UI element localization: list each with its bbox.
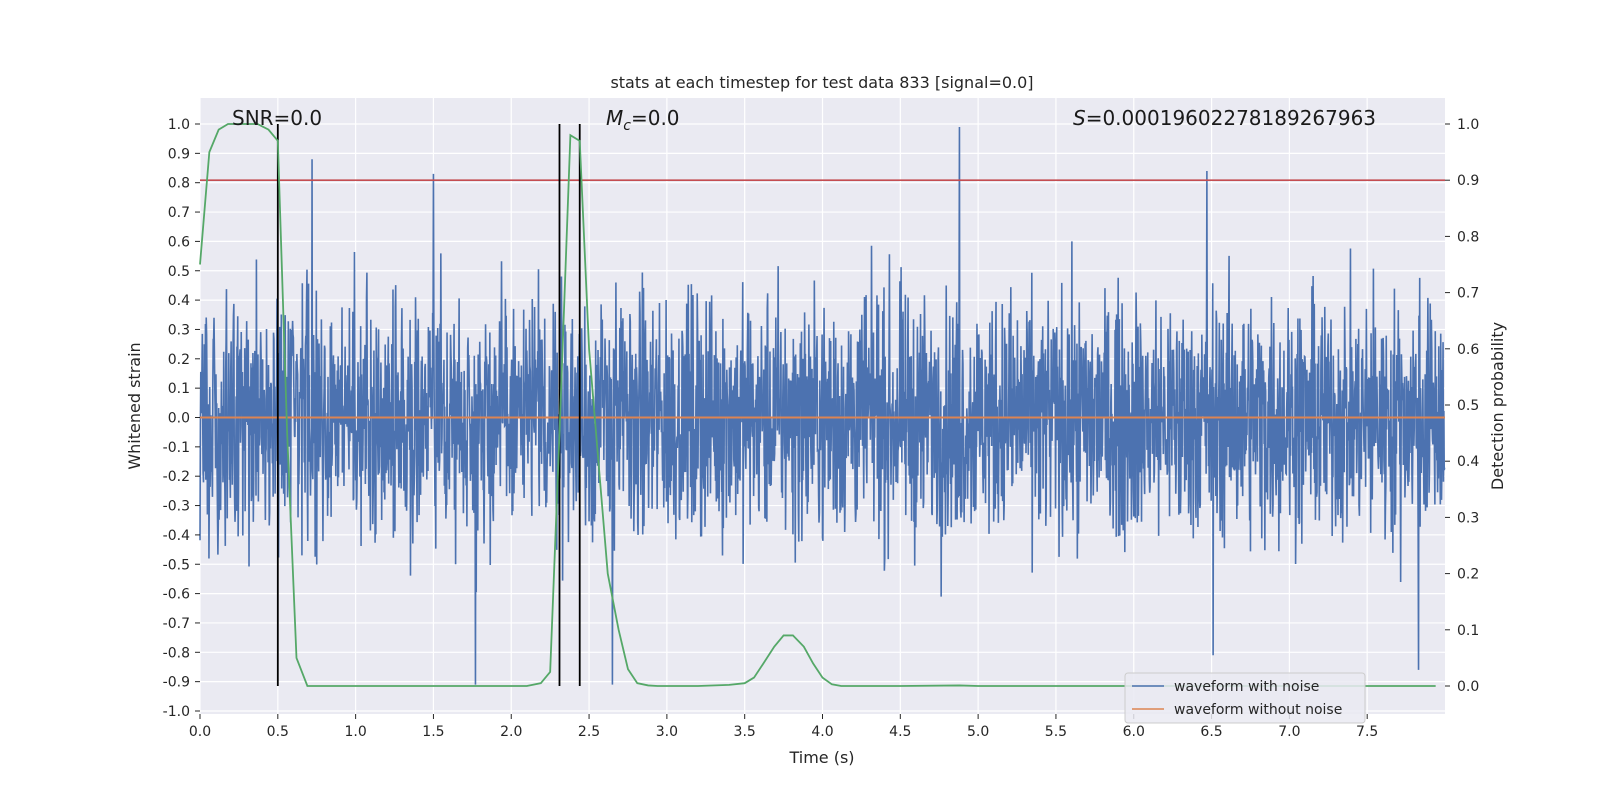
- x-tick-label: 5.5: [1045, 724, 1067, 740]
- y-left-tick-label: -0.7: [163, 616, 190, 632]
- y-left-tick-label: -0.2: [163, 469, 190, 485]
- x-tick-label: 0.5: [267, 724, 289, 740]
- x-tick-label: 2.0: [500, 724, 522, 740]
- y-left-tick-label: -0.1: [163, 440, 190, 456]
- x-tick-label: 4.5: [889, 724, 911, 740]
- mc-symbol: M: [606, 106, 623, 130]
- y-left-tick-label: -0.3: [163, 499, 190, 515]
- y-left-tick-label: 0.3: [168, 322, 190, 338]
- y-right-tick-label: 0.9: [1457, 173, 1479, 189]
- x-tick-label: 4.0: [811, 724, 833, 740]
- x-tick-label: 1.5: [422, 724, 444, 740]
- mc-subscript: c: [623, 118, 631, 134]
- y-right-tick-label: 0.6: [1457, 342, 1479, 358]
- x-axis-ticks: 0.0 0.5 1.0 1.5 2.0 2.5 3.0 3.5 4.0 4.5 5.0 5.5 6.0 6…: [189, 714, 1378, 740]
- y-left-tick-label: 0.1: [168, 381, 190, 397]
- y-right-tick-label: 0.1: [1457, 623, 1479, 639]
- y-axis-right-label: Detection probability: [1488, 322, 1507, 490]
- y-left-tick-label: -0.4: [163, 528, 190, 544]
- y-left-tick-label: -0.9: [163, 675, 190, 691]
- x-tick-label: 5.0: [967, 724, 989, 740]
- x-axis-label: Time (s): [788, 748, 854, 767]
- y-left-tick-label: 0.2: [168, 352, 190, 368]
- y-left-tick-label: 0.9: [168, 146, 190, 162]
- y-right-tick-label: 0.8: [1457, 229, 1479, 245]
- s-value: =0.00019602278189267963: [1086, 106, 1376, 130]
- mc-value: =0.0: [631, 106, 680, 130]
- x-tick-label: 2.5: [578, 724, 600, 740]
- x-tick-label: 0.0: [189, 724, 211, 740]
- y-left-tick-label: 0.5: [168, 264, 190, 280]
- y-right-tick-label: 0.7: [1457, 286, 1479, 302]
- x-tick-label: 6.5: [1200, 724, 1222, 740]
- y-left-tick-label: 0.0: [168, 411, 190, 427]
- y-right-tick-label: 0.0: [1457, 679, 1479, 695]
- x-tick-label: 1.0: [344, 724, 366, 740]
- chart-title: stats at each timestep for test data 833…: [610, 73, 1033, 92]
- y-right-tick-label: 0.5: [1457, 398, 1479, 414]
- vertical-markers: [276, 124, 581, 686]
- legend-label-clean: waveform without noise: [1174, 702, 1342, 718]
- series-detection-probability: [199, 123, 1436, 687]
- legend: waveform with noise waveform without noi…: [1124, 672, 1366, 724]
- mc-annotation: Mc=0.0: [606, 106, 680, 134]
- x-tick-label: 6.0: [1123, 724, 1145, 740]
- y-axis-left-ticks: -1.0 -0.9 -0.8 -0.7 -0.6 -0.5 -0.4 -0.3 -0.2 -0.1…: [163, 117, 200, 720]
- s-annotation: S=0.00019602278189267963: [1073, 106, 1376, 130]
- y-left-tick-label: 0.6: [168, 234, 190, 250]
- legend-box: [1124, 672, 1366, 724]
- x-tick-label: 7.0: [1278, 724, 1300, 740]
- y-left-tick-label: -1.0: [163, 704, 190, 720]
- legend-label-noise: waveform with noise: [1174, 679, 1319, 695]
- s-symbol: S: [1073, 106, 1086, 130]
- x-tick-label: 3.0: [656, 724, 678, 740]
- y-right-tick-label: 1.0: [1457, 117, 1479, 133]
- y-left-tick-label: 0.7: [168, 205, 190, 221]
- y-axis-left-label: Whitened strain: [125, 342, 144, 469]
- y-left-tick-label: 1.0: [168, 117, 190, 133]
- y-axis-right-ticks: 0.0 0.1 0.2 0.3 0.4 0.5 0.6 0.7 0.8 0.9 1.0: [1445, 117, 1479, 695]
- noise-waveform-path: [199, 126, 1446, 685]
- snr-annotation: SNR=0.0: [232, 106, 322, 130]
- probability-curve-path: [199, 123, 1436, 687]
- x-tick-label: 7.5: [1356, 724, 1378, 740]
- x-tick-label: 3.5: [734, 724, 756, 740]
- y-left-tick-label: 0.8: [168, 176, 190, 192]
- y-left-tick-label: -0.5: [163, 557, 190, 573]
- y-left-tick-label: -0.6: [163, 587, 190, 603]
- y-right-tick-label: 0.2: [1457, 567, 1479, 583]
- series-waveform-with-noise: [199, 126, 1446, 685]
- y-right-tick-label: 0.3: [1457, 510, 1479, 526]
- y-left-tick-label: -0.8: [163, 645, 190, 661]
- y-right-tick-label: 0.4: [1457, 454, 1479, 470]
- y-left-tick-label: 0.4: [168, 293, 190, 309]
